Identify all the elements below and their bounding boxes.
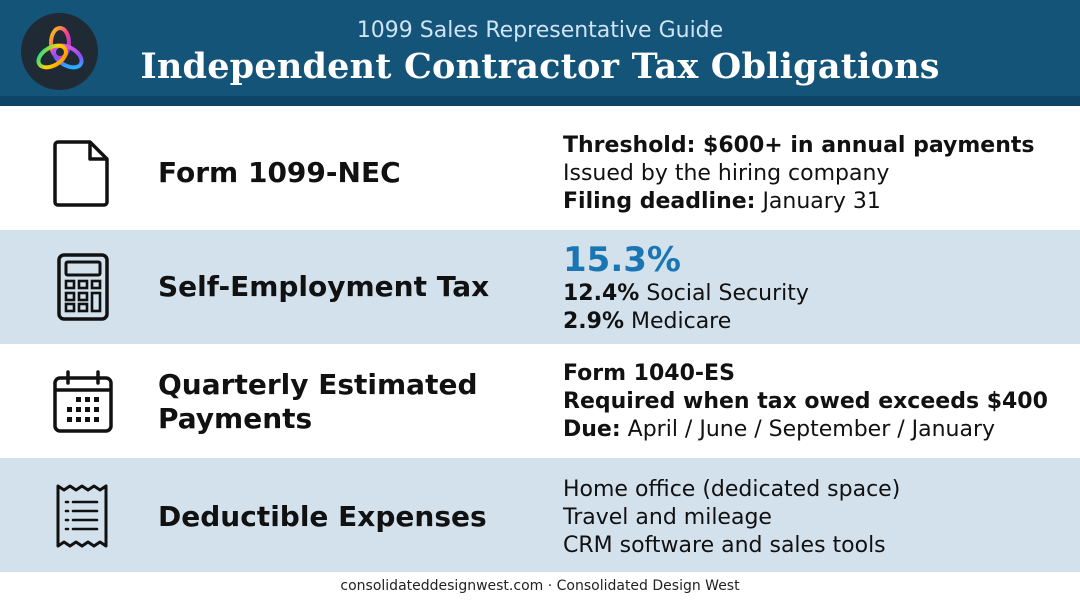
- row-label: Form 1099-NEC: [158, 156, 401, 189]
- row-label-line2: Payments: [158, 402, 313, 435]
- expense-item: Travel and mileage: [563, 505, 772, 530]
- threshold-text: Threshold: $600+ in annual payments: [563, 133, 1035, 158]
- row-details: Threshold: $600+ in annual payments Issu…: [563, 132, 1035, 216]
- row-label-line1: Quarterly Estimated: [158, 368, 478, 401]
- row-label: Self-Employment Tax: [158, 270, 490, 303]
- row-label: Quarterly Estimated Payments: [158, 368, 477, 436]
- expense-item: Home office (dedicated space): [563, 477, 901, 502]
- document-icon: [52, 138, 112, 213]
- issuer-text: Issued by the hiring company: [563, 161, 890, 186]
- calendar-icon: [52, 370, 114, 439]
- filing-deadline-value: January 31: [755, 189, 881, 214]
- calculator-icon: [56, 252, 110, 327]
- social-security-label: Social Security: [639, 281, 809, 306]
- row-details: 15.3% 12.4% Social Security 2.9% Medicar…: [563, 240, 809, 336]
- medicare-rate: 2.9%: [563, 309, 625, 334]
- se-tax-rate: 15.3%: [563, 240, 681, 280]
- receipt-icon: [54, 482, 110, 555]
- form-name-text: Form 1040-ES: [563, 361, 735, 386]
- trefoil-logo-icon: [21, 13, 98, 90]
- footer-credit: consolidateddesignwest.com · Consolidate…: [340, 578, 740, 594]
- expense-item: CRM software and sales tools: [563, 533, 886, 558]
- row-label: Deductible Expenses: [158, 500, 487, 533]
- row-self-employment-tax: Self-Employment Tax 15.3% 12.4% Social S…: [0, 230, 1080, 344]
- medicare-label: Medicare: [624, 309, 732, 334]
- row-details: Form 1040-ES Required when tax owed exce…: [563, 360, 1048, 444]
- social-security-rate: 12.4%: [563, 281, 640, 306]
- row-details: Home office (dedicated space) Travel and…: [563, 476, 900, 560]
- row-form-1099-nec: Form 1099-NEC Threshold: $600+ in annual…: [0, 116, 1080, 230]
- page-title: Independent Contractor Tax Obligations: [140, 46, 940, 87]
- filing-deadline-label: Filing deadline:: [563, 189, 756, 214]
- due-label: Due:: [563, 417, 621, 442]
- requirement-text: Required when tax owed exceeds $400: [563, 389, 1048, 414]
- header-banner: 1099 Sales Representative Guide Independ…: [0, 0, 1080, 106]
- row-quarterly-payments: Quarterly Estimated Payments Form 1040-E…: [0, 344, 1080, 458]
- due-dates: April / June / September / January: [620, 417, 996, 442]
- row-deductible-expenses: Deductible Expenses Home office (dedicat…: [0, 458, 1080, 572]
- page-subtitle: 1099 Sales Representative Guide: [356, 18, 724, 43]
